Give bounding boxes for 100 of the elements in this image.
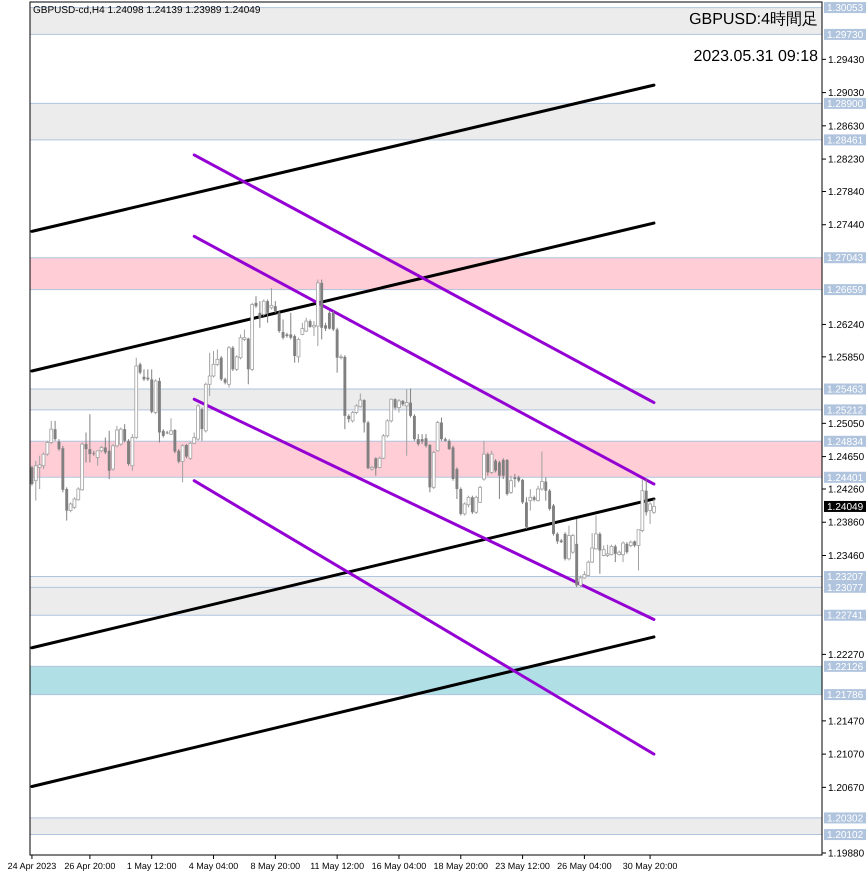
y-tick-label: 1.27840	[828, 186, 865, 198]
candlestick	[266, 299, 270, 324]
candlestick	[118, 427, 123, 446]
x-tick-label: 16 May 04:00	[372, 861, 426, 871]
candlestick	[282, 318, 285, 340]
ref-line-label: 1.24834	[827, 436, 864, 448]
candlestick	[262, 299, 266, 317]
y-tick-label: 1.25850	[828, 352, 865, 364]
y-tick-label: 1.20670	[828, 782, 865, 794]
candlestick	[328, 310, 331, 330]
ref-line-label: 1.20102	[827, 830, 864, 842]
candlestick	[274, 300, 277, 314]
y-tick-label: 1.21070	[828, 750, 865, 761]
ref-line-label: 1.24401	[827, 472, 864, 484]
candlestick	[412, 414, 416, 442]
text: GBPUSD:4時間足	[689, 10, 818, 28]
candlestick	[625, 542, 628, 554]
candlestick	[486, 452, 490, 476]
candlestick	[180, 444, 184, 483]
candlestick	[567, 525, 571, 561]
candlestick	[34, 460, 38, 502]
x-tick-label: 1 May 12:00	[126, 861, 176, 871]
y-tick-label: 1.27440	[828, 220, 865, 232]
candlestick	[127, 438, 130, 466]
y-tick-label: 1.22270	[828, 650, 865, 661]
x-tick-label: 18 May 20:00	[433, 861, 488, 871]
ref-line-label: 1.25212	[827, 405, 864, 416]
candlestick	[494, 458, 497, 473]
ref-line-label: 1.21786	[827, 690, 864, 702]
x-tick-label: 26 Apr 20:00	[64, 861, 116, 871]
candlestick	[509, 475, 513, 494]
x-tick-label: 4 May 04:00	[188, 861, 238, 871]
candlestick	[142, 368, 146, 382]
candlestick	[30, 465, 34, 486]
candlestick	[278, 310, 281, 334]
x-tick-label: 23 May 12:00	[495, 861, 550, 871]
candlestick	[470, 495, 474, 514]
ref-line-label: 1.23207	[827, 572, 864, 584]
candlestick	[513, 474, 516, 488]
ref-line-label: 1.29730	[827, 30, 864, 41]
candlestick	[84, 432, 88, 463]
candlestick	[648, 502, 652, 524]
candlestick	[556, 532, 559, 544]
candlestick	[409, 388, 412, 418]
text: 2023.05.31 09:18	[693, 48, 818, 65]
y-tick-label: 1.29030	[828, 88, 865, 100]
candlestick	[602, 545, 606, 557]
candlestick	[138, 362, 142, 375]
candlestick	[490, 450, 494, 475]
candlestick	[231, 346, 234, 372]
x-tick-label: 30 May 20:00	[622, 861, 678, 871]
candlestick	[304, 317, 308, 332]
candlestick	[521, 478, 524, 504]
candlestick	[578, 574, 582, 588]
candlestick	[440, 417, 443, 442]
candlestick	[362, 398, 366, 433]
candlestick	[610, 544, 614, 556]
y-tick-label: 1.29430	[828, 54, 865, 66]
x-tick-label: 8 May 20:00	[250, 861, 300, 871]
y-tick-label: 1.28230	[828, 154, 865, 166]
candlestick	[96, 450, 100, 466]
text: 1.24049	[827, 502, 864, 513]
candlestick	[404, 388, 409, 456]
x-tick-label: 24 Apr 2023	[8, 861, 56, 871]
candlestick	[606, 544, 610, 558]
annotation: GBPUSD-cd,H4 1.24098 1.24139 1.23989 1.24049	[33, 5, 261, 16]
candlestick	[420, 434, 424, 445]
y-tick-label: 1.26240	[828, 320, 865, 331]
y-tick-label: 1.23860	[828, 518, 865, 529]
ref-line-label: 1.27043	[827, 253, 864, 264]
y-tick-label: 1.24260	[828, 484, 865, 496]
x-tick-label: 26 May 04:00	[557, 861, 612, 871]
candlestick	[68, 502, 72, 513]
y-tick-label: 1.24650	[828, 452, 865, 464]
candlestick	[258, 300, 262, 328]
candlestick	[614, 544, 617, 563]
candlestick	[200, 407, 204, 442]
candlestick	[598, 532, 602, 574]
ref-line-label: 1.28461	[827, 135, 864, 146]
candlestick	[296, 337, 300, 364]
candlestick	[300, 322, 304, 336]
ref-line-label: 1.30053	[827, 3, 864, 14]
ref-line-label: 1.28900	[827, 98, 864, 110]
ref-line-label: 1.20302	[827, 813, 864, 824]
candlestick	[394, 398, 397, 410]
candlestick	[528, 488, 532, 512]
candlestick	[397, 398, 401, 414]
candlestick	[498, 460, 501, 500]
candlestick	[270, 287, 274, 310]
y-tick-label: 1.23460	[828, 550, 865, 562]
candlestick	[185, 444, 188, 459]
candlestick	[54, 420, 57, 442]
ref-line-label: 1.26659	[827, 285, 864, 296]
ref-line-label: 1.25463	[827, 384, 864, 396]
candlestick	[123, 424, 126, 443]
y-tick-label: 1.19880	[828, 848, 865, 860]
candlestick	[254, 296, 258, 308]
ref-line-label: 1.22126	[827, 662, 864, 673]
candlestick	[621, 540, 625, 563]
candlestick	[88, 414, 92, 463]
